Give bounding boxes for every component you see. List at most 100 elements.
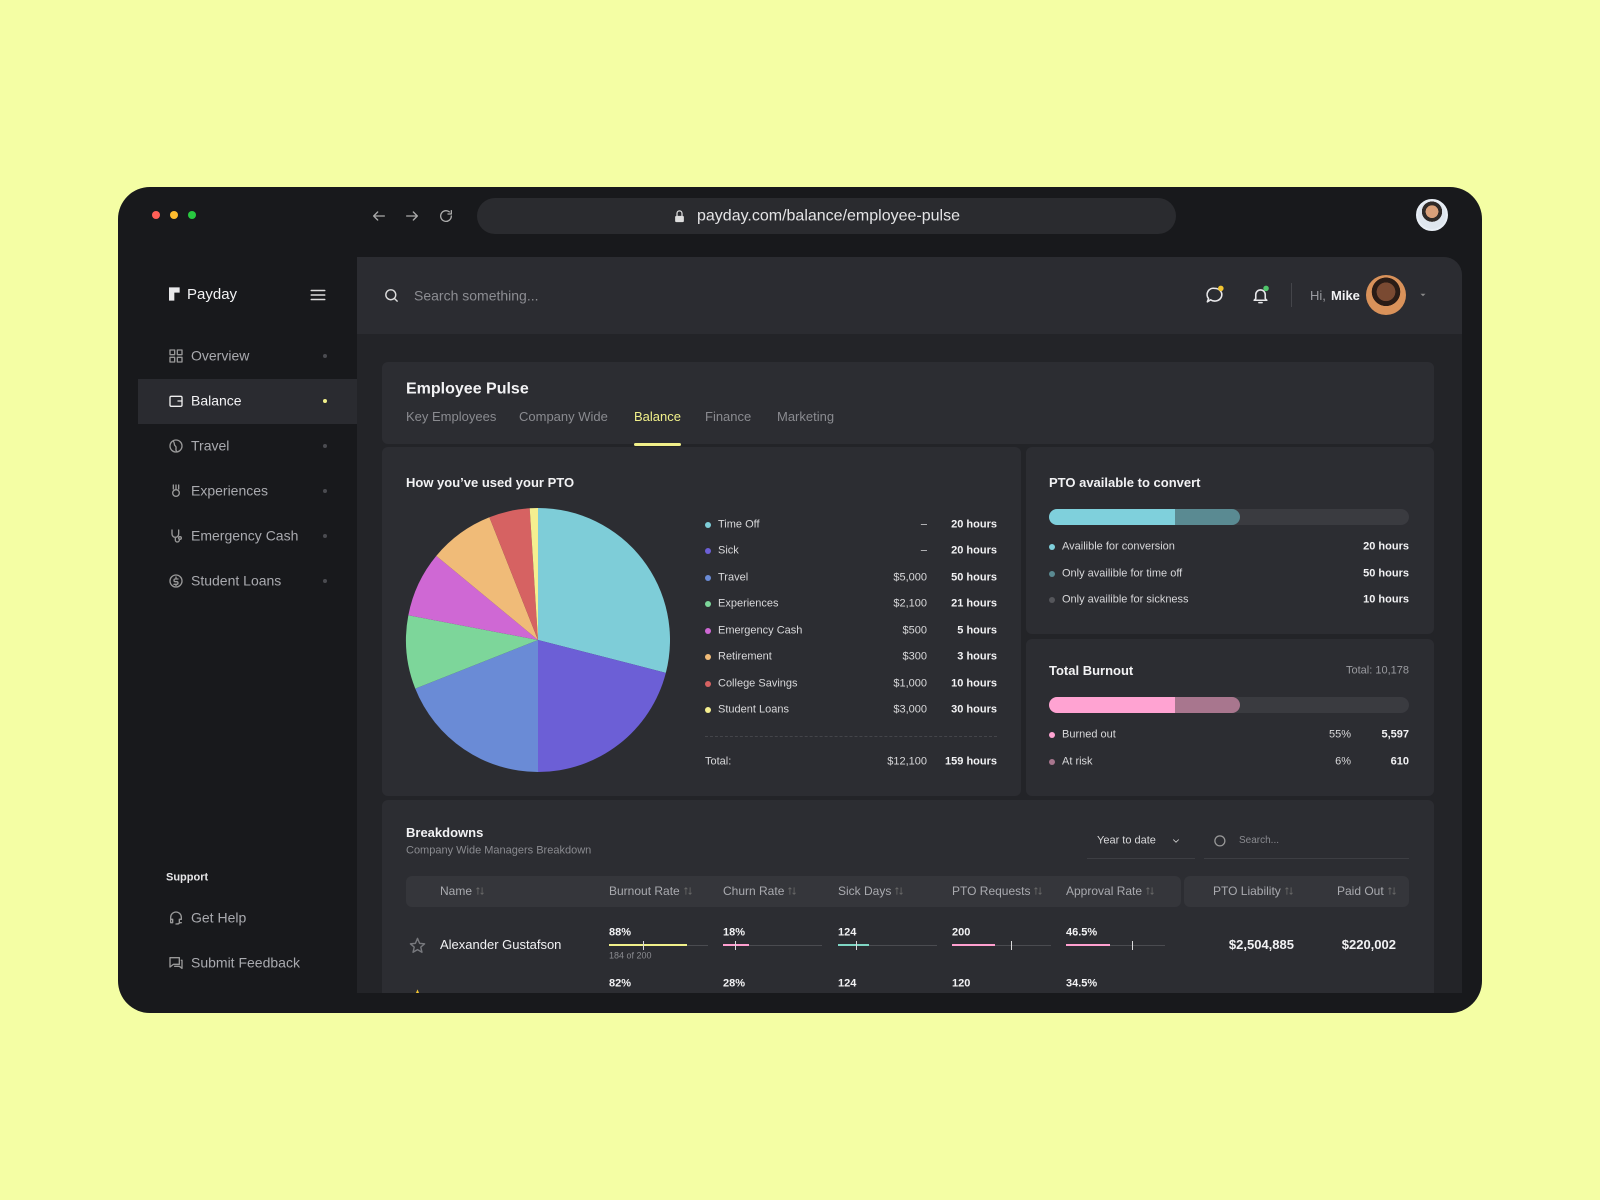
address-bar[interactable] [477, 198, 1176, 234]
sort-icon[interactable] [787, 886, 797, 896]
progress-segment [1175, 697, 1240, 713]
legend-label: College Savings [718, 676, 798, 689]
column-header[interactable]: Sick Days [838, 883, 892, 898]
column-header[interactable]: Name [440, 883, 473, 898]
legend-hours: 10 hours [951, 676, 997, 689]
metric-fill [952, 944, 995, 946]
column-header[interactable]: PTO Liability [1213, 883, 1281, 898]
search-input[interactable]: Search something... [414, 287, 539, 304]
nav-icon [169, 439, 183, 453]
back-button[interactable] [371, 208, 387, 224]
column-header[interactable]: Approval Rate [1066, 883, 1143, 898]
column-header[interactable]: Paid Out [1337, 883, 1384, 898]
user-avatar[interactable] [1366, 275, 1406, 315]
legend-dot [1049, 758, 1055, 765]
legend-dot [1049, 570, 1055, 577]
page-title: Employee Pulse [406, 380, 529, 398]
menu-button[interactable] [309, 286, 327, 304]
favorite-star[interactable] [409, 937, 426, 954]
metric-marker [855, 941, 857, 950]
nav-item[interactable]: Experiences [191, 482, 269, 499]
legend-count: 5,597 [1381, 728, 1409, 741]
metric-fill [838, 944, 869, 946]
user-menu-caret[interactable] [1418, 290, 1428, 300]
profile-avatar[interactable] [1416, 199, 1448, 231]
legend-dot [705, 574, 711, 581]
legend-hours: 20 hours [951, 517, 997, 530]
liability-value: $2,504,885 [1228, 937, 1294, 953]
lock-icon [674, 209, 684, 222]
metric-value: 28% [723, 977, 746, 990]
sort-icon[interactable] [475, 886, 485, 896]
nav-item[interactable]: Student Loans [191, 572, 282, 589]
nav-item[interactable]: Overview [191, 347, 250, 364]
sort-icon[interactable] [1033, 886, 1043, 896]
metric-track [838, 945, 937, 946]
sort-icon[interactable] [683, 886, 693, 896]
notifications-button[interactable] [1251, 285, 1270, 305]
column-header[interactable]: PTO Requests [952, 883, 1031, 898]
metric-value: 34.5% [1066, 977, 1098, 990]
favorite-star[interactable] [409, 988, 426, 994]
sort-icon[interactable] [1145, 886, 1155, 896]
pie-slice [406, 615, 538, 689]
legend-hours: 10 hours [1363, 593, 1409, 606]
table-search[interactable] [1204, 826, 1409, 859]
nav-icon [171, 529, 182, 543]
legend-label: Only availible for time off [1062, 566, 1183, 579]
legend-amount: $5,000 [893, 570, 927, 583]
tab[interactable]: Company Wide [519, 409, 608, 425]
tab[interactable]: Finance [705, 409, 752, 425]
legend-dot [705, 601, 711, 607]
chat-button[interactable] [1205, 285, 1224, 305]
tab[interactable]: Marketing [777, 409, 835, 425]
legend-amount: $300 [902, 650, 927, 663]
tab[interactable]: Key Employees [406, 409, 497, 425]
pie-slice [538, 508, 670, 673]
legend-hours: 20 hours [951, 544, 997, 557]
top-bar [357, 257, 1462, 334]
tab-underline [634, 443, 681, 446]
metric-value: 46.5% [1066, 926, 1098, 939]
nav-icon [169, 349, 183, 363]
table-header [1184, 876, 1409, 907]
burnout-total: Total: 10,178 [1346, 664, 1409, 677]
tab[interactable]: Balance [634, 409, 681, 425]
progress-segment [1049, 509, 1175, 525]
period-select[interactable] [1087, 826, 1195, 859]
support-link[interactable]: Submit Feedback [191, 954, 300, 971]
card-title: PTO available to convert [1049, 475, 1201, 491]
nav-item[interactable]: Emergency Cash [191, 527, 299, 544]
sort-icon[interactable] [894, 886, 904, 896]
nav-item[interactable]: Travel [191, 437, 230, 454]
column-header[interactable]: Burnout Rate [609, 883, 680, 898]
metric-fill [1066, 944, 1110, 946]
legend-amount: $3,000 [893, 703, 927, 716]
window-dot [188, 211, 196, 219]
table-header [406, 876, 1181, 907]
card-title: How you’ve used your PTO [406, 475, 575, 491]
sort-icon[interactable] [1387, 886, 1397, 896]
support-icon [170, 911, 182, 925]
metric-value: 124 [838, 926, 857, 939]
legend-label: At risk [1062, 754, 1093, 767]
metric-marker [734, 941, 736, 950]
forward-button[interactable] [404, 208, 420, 224]
support-link[interactable]: Get Help [191, 909, 247, 926]
nav-dot [323, 534, 327, 538]
legend-hours: 30 hours [951, 703, 997, 716]
nav-item[interactable]: Balance [191, 392, 242, 409]
reload-button[interactable] [438, 208, 454, 224]
column-header[interactable]: Churn Rate [723, 883, 785, 898]
url-text: payday.com/balance/employee-pulse [697, 207, 960, 225]
sort-icon[interactable] [1284, 886, 1294, 896]
legend-label: Availible for conversion [1062, 540, 1175, 553]
metric-value: 18% [723, 926, 746, 939]
nav-dot [323, 444, 327, 448]
nav-dot [323, 489, 327, 493]
user-name: Mike [1331, 288, 1360, 304]
nav-dot [323, 399, 327, 403]
metric-value: 82% [609, 977, 632, 990]
pie-slice [538, 640, 666, 772]
